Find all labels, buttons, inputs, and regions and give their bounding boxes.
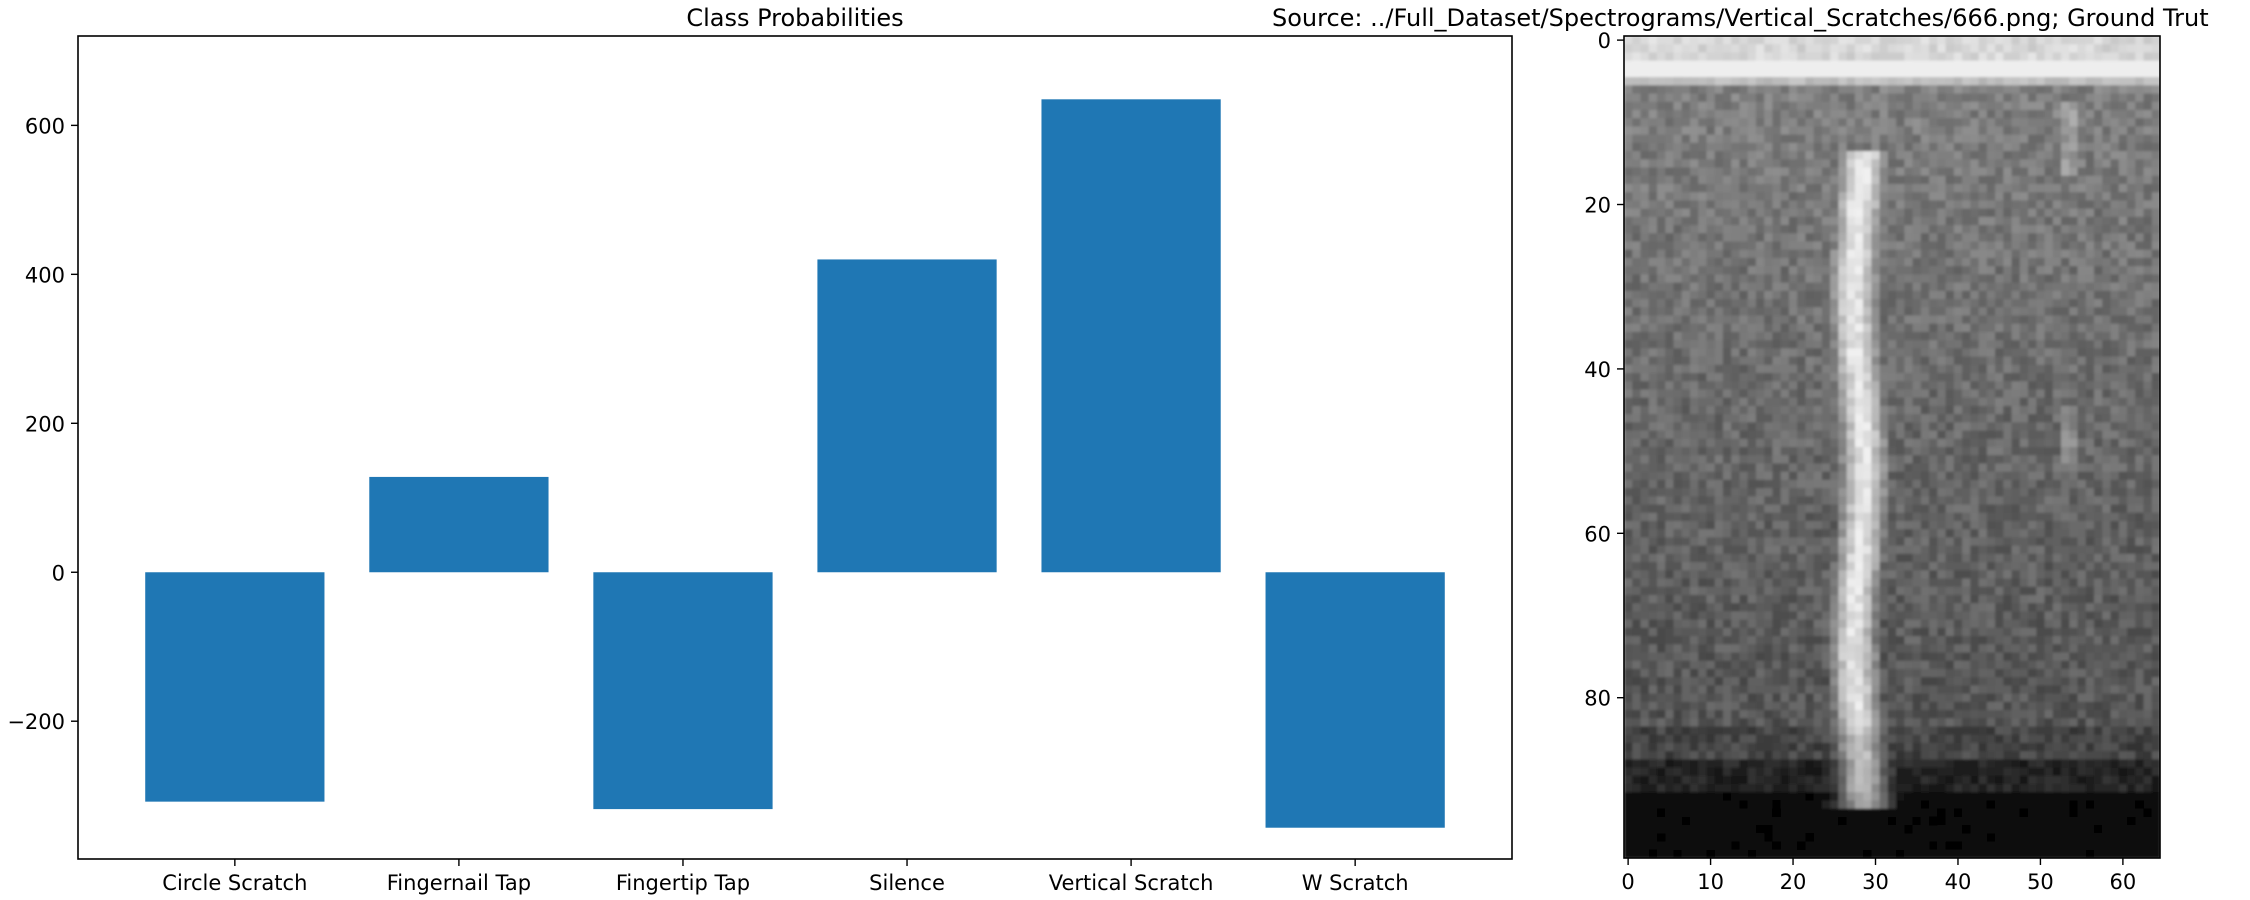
spectrogram-panel: Source: ../Full_Dataset/Spectrograms/Ver… xyxy=(1272,4,2209,894)
bar-chart-title: Class Probabilities xyxy=(686,4,903,32)
bar xyxy=(1041,99,1221,573)
x-tick-label: Vertical Scratch xyxy=(1049,871,1214,895)
y-tick-label: −200 xyxy=(7,710,65,734)
bar xyxy=(369,476,549,573)
x-tick-label: Fingertip Tap xyxy=(616,871,750,895)
x-tick-label: 60 xyxy=(2110,870,2137,894)
x-tick-label: 0 xyxy=(1621,870,1634,894)
x-tick-label: 40 xyxy=(1945,870,1972,894)
bar xyxy=(1265,572,1445,828)
x-tick-label: 10 xyxy=(1697,870,1724,894)
spectrogram-x-axis: 0 10 20 30 40 50 60 xyxy=(1621,858,2136,894)
bar-y-axis: −200 0 200 400 600 xyxy=(7,114,78,734)
y-tick-label: 40 xyxy=(1584,358,1611,382)
y-tick-label: 80 xyxy=(1584,687,1611,711)
y-tick-label: 200 xyxy=(25,412,65,436)
spectrogram-axes-frame xyxy=(1623,35,2161,859)
x-tick-label: Fingernail Tap xyxy=(387,871,531,895)
y-tick-label: 20 xyxy=(1584,194,1611,218)
y-tick-label: 60 xyxy=(1584,522,1611,546)
bar-chart: Class Probabilities −200 0 200 400 600 Circl… xyxy=(7,4,1513,895)
spectrogram-y-axis: 0 20 40 60 80 xyxy=(1584,29,1624,711)
bar xyxy=(145,572,325,802)
bar xyxy=(593,572,773,810)
x-tick-label: 50 xyxy=(2027,870,2054,894)
x-tick-label: Circle Scratch xyxy=(162,871,307,895)
bar-axes-frame xyxy=(77,35,1513,860)
bar-series xyxy=(145,99,1445,828)
bar-x-axis: Circle Scratch Fingernail Tap Fingertip Ta… xyxy=(162,859,1409,895)
spectrogram-title: Source: ../Full_Dataset/Spectrograms/Ver… xyxy=(1272,4,2209,32)
spectrogram-image xyxy=(1624,36,2160,858)
y-tick-label: 0 xyxy=(1598,29,1611,53)
y-tick-label: 400 xyxy=(25,263,65,287)
y-tick-label: 0 xyxy=(52,561,65,585)
x-tick-label: Silence xyxy=(869,871,945,895)
x-tick-label: 20 xyxy=(1780,870,1807,894)
x-tick-label: W Scratch xyxy=(1302,871,1409,895)
bar xyxy=(817,259,997,573)
x-tick-label: 30 xyxy=(1862,870,1889,894)
y-tick-label: 600 xyxy=(25,114,65,138)
